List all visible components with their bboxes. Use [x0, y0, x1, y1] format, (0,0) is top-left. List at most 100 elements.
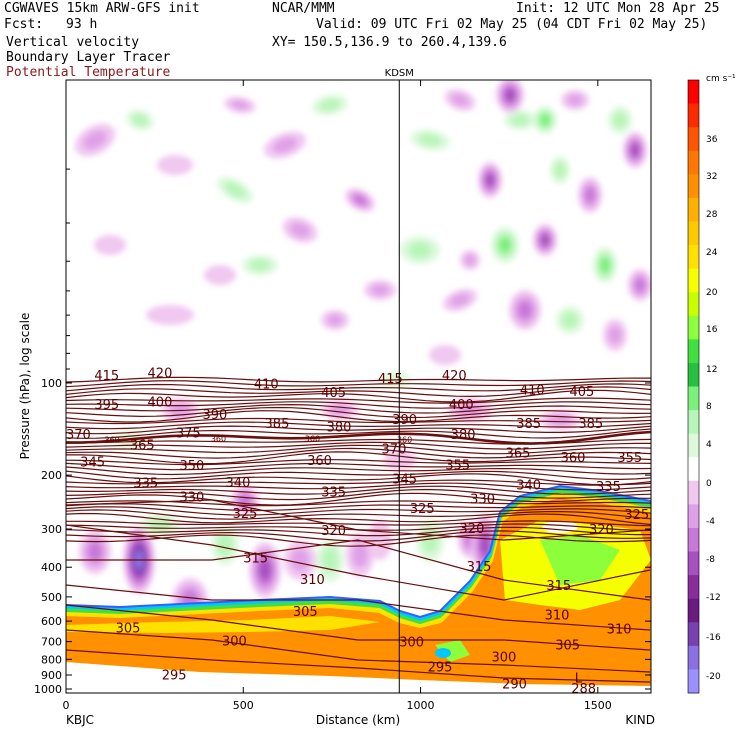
- colorbar-swatch: [688, 504, 699, 529]
- colorbar-swatch: [688, 127, 699, 152]
- tracer-blue-edge: [66, 484, 651, 619]
- theta-label: 410: [520, 384, 545, 399]
- vertical-velocity-cell: [157, 155, 193, 175]
- theta-label: 415: [378, 372, 403, 387]
- vertical-velocity-cell: [353, 194, 367, 206]
- y-tick-label: 700: [41, 636, 62, 649]
- colorbar-tick-label: -20: [706, 672, 721, 682]
- theta-contour: [66, 526, 651, 537]
- theta-label: 320: [460, 522, 485, 537]
- colorbar-tick-label: -8: [706, 555, 715, 565]
- theta-label: 350: [179, 459, 204, 474]
- theta-contour: [66, 520, 651, 527]
- theta-label-small: 360: [397, 436, 412, 445]
- vertical-velocity-cell: [510, 114, 530, 126]
- theta-label: 310: [545, 608, 570, 623]
- plot-frame: [65, 79, 652, 694]
- theta-label: 310: [300, 573, 325, 588]
- theta-contour: [66, 512, 651, 526]
- colorbar-tick-label: 32: [706, 172, 717, 182]
- theta-contour: [66, 459, 651, 466]
- vertical-velocity-cell: [429, 345, 461, 365]
- theta-contour: [66, 503, 651, 512]
- colorbar-tick-label: 36: [706, 135, 718, 145]
- theta-label: 400: [449, 398, 474, 413]
- theta-label: 420: [442, 369, 467, 384]
- theta-label: 405: [569, 385, 594, 400]
- plot-area: 415 420 415 420 410 405 410 405 395 400 390 385 380 3…: [66, 80, 651, 693]
- theta-label: 370: [382, 443, 407, 458]
- vertical-velocity-cell: [561, 311, 579, 329]
- theta-contour: [66, 397, 651, 404]
- vertical-velocity-cell: [132, 113, 148, 127]
- colorbar-swatch: [688, 245, 699, 270]
- vertical-velocity-cell: [479, 534, 491, 556]
- vertical-velocity-cell: [613, 111, 627, 129]
- y-tick-label: 200: [41, 469, 62, 482]
- theta-contour: [66, 530, 651, 542]
- theta-label: 340: [226, 476, 251, 491]
- valid-time: Valid: 09 UTC Fri 02 May 25 (04 CDT Fri …: [316, 17, 708, 32]
- colorbar-swatch: [688, 433, 699, 458]
- vertical-velocity-cell: [634, 278, 646, 292]
- vertical-velocity-cell: [204, 265, 236, 285]
- theta-contour: [66, 389, 651, 403]
- y-tick-label: 800: [41, 653, 62, 666]
- colorbar-swatch: [688, 669, 699, 694]
- theta-label: 320: [321, 524, 346, 539]
- theta-label: 320: [589, 523, 614, 538]
- colorbar-swatch: [688, 457, 699, 482]
- theta-label: 315: [467, 560, 492, 575]
- theta-contour-tropo: [66, 539, 651, 601]
- forecast-hours: 93 h: [66, 17, 98, 32]
- theta-label: 325: [624, 508, 649, 523]
- colorbar-tick-label: 20: [706, 288, 718, 298]
- theta-label: 385: [578, 417, 603, 432]
- theta-contour: [66, 401, 651, 409]
- colorbar: 36 32 28 24 20 16 12 8 4 0 -4 -8 -12 -16 -20: [687, 79, 721, 694]
- theta-label: 315: [546, 579, 571, 594]
- colorbar-swatch: [688, 551, 699, 576]
- theta-label: 375: [176, 426, 201, 441]
- theta-label: 410: [254, 377, 279, 392]
- theta-contour: [66, 447, 651, 459]
- theta-label-small: 360: [305, 435, 320, 444]
- x-tick-label: 1500: [584, 699, 612, 712]
- init-time: Init: 12 UTC Mon 28 Apr 25: [516, 1, 720, 16]
- vertical-velocity-cell: [450, 293, 470, 307]
- theta-label: L: [575, 672, 583, 687]
- theta-label: 305: [116, 622, 141, 637]
- y-tick-label: 600: [41, 615, 62, 628]
- colorbar-tick-label: -16: [706, 633, 721, 643]
- vertical-velocity-cell: [498, 237, 512, 253]
- colorbar-swatch: [688, 315, 699, 340]
- theta-contour: [66, 444, 651, 455]
- theta-label: 395: [94, 398, 119, 413]
- theta-contour: [66, 383, 651, 392]
- y-tick-label: 100: [41, 377, 62, 390]
- colorbar-swatch: [688, 622, 699, 647]
- colorbar-unit: cm s⁻¹: [706, 74, 736, 84]
- theta-contour: [66, 492, 651, 506]
- theta-contour-tropo: [66, 584, 651, 631]
- theta-contour: [66, 479, 651, 486]
- theta-contour: [66, 386, 651, 398]
- theta-contour-tropo: [66, 649, 651, 683]
- theta-label: 290: [502, 677, 527, 692]
- vertical-velocity-cell: [259, 559, 271, 581]
- theta-contour: [66, 451, 651, 465]
- theta-contour-tropo: [66, 604, 651, 651]
- colorbar-swatch: [688, 174, 699, 199]
- vertical-velocity-cell: [451, 93, 469, 107]
- vertical-velocity-cell: [566, 94, 584, 106]
- theta-label: 305: [555, 638, 580, 653]
- x-tick-label: 0: [63, 699, 70, 712]
- colorbar-swatch: [688, 103, 699, 128]
- forecast-label: Fcst:: [4, 17, 44, 32]
- theta-label: 300: [222, 635, 247, 650]
- theta-contour: [66, 421, 651, 430]
- vertical-velocity-cell: [485, 173, 495, 187]
- theta-contour: [66, 438, 651, 445]
- theta-label: 400: [148, 396, 173, 411]
- theta-contour: [66, 488, 651, 501]
